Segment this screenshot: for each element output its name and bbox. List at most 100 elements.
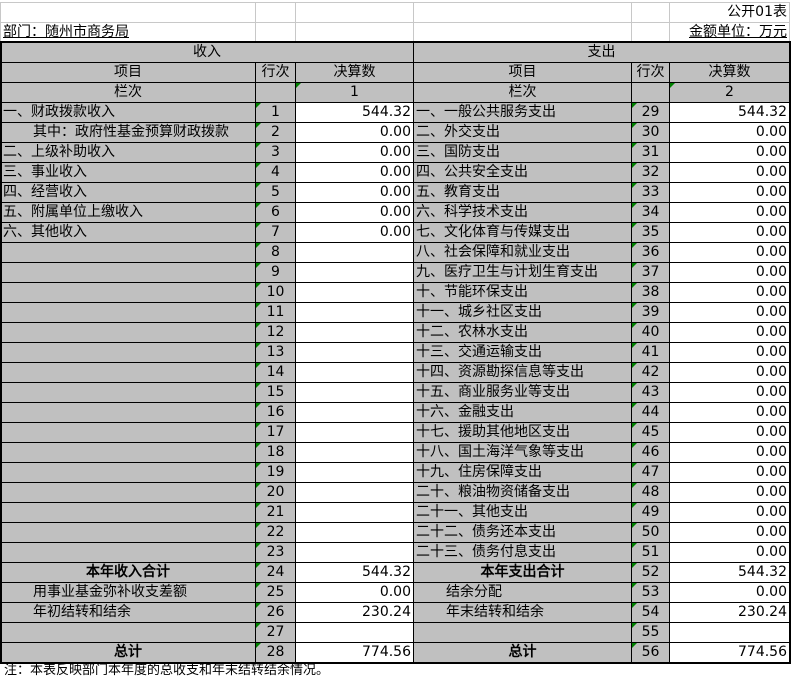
expense-item[interactable]: 年末结转和结余 xyxy=(413,602,632,623)
expense-item[interactable]: 十、节能环保支出 xyxy=(413,282,632,303)
income-item[interactable] xyxy=(0,342,256,363)
income-item[interactable] xyxy=(0,502,256,523)
income-item[interactable]: 六、其他收入 xyxy=(0,222,256,243)
income-amount[interactable] xyxy=(295,422,414,443)
income-item[interactable]: 五、附属单位上缴收入 xyxy=(0,202,256,223)
expense-amount[interactable]: 774.56 xyxy=(669,642,790,663)
income-item[interactable]: 一、财政拨款收入 xyxy=(0,102,256,123)
income-amount[interactable]: 230.24 xyxy=(295,602,414,623)
expense-item[interactable]: 五、教育支出 xyxy=(413,182,632,203)
expense-amount[interactable]: 0.00 xyxy=(669,262,790,283)
income-line-number[interactable]: 26 xyxy=(255,602,296,623)
income-line-number[interactable]: 10 xyxy=(255,282,296,303)
expense-item[interactable]: 十四、资源勘探信息等支出 xyxy=(413,362,632,383)
income-item-header[interactable]: 项目 xyxy=(0,62,256,83)
expense-line-number[interactable]: 56 xyxy=(631,642,670,663)
income-line-header[interactable]: 行次 xyxy=(255,62,296,83)
income-amount[interactable] xyxy=(295,382,414,403)
income-amount[interactable] xyxy=(295,442,414,463)
expense-line-number[interactable]: 34 xyxy=(631,202,670,223)
income-amount[interactable]: 0.00 xyxy=(295,582,414,603)
expense-amount[interactable]: 0.00 xyxy=(669,222,790,243)
expense-item[interactable]: 十二、农林水支出 xyxy=(413,322,632,343)
income-item[interactable] xyxy=(0,402,256,423)
expense-amount[interactable]: 0.00 xyxy=(669,402,790,423)
income-amount[interactable]: 544.32 xyxy=(295,562,414,583)
income-amount[interactable] xyxy=(295,242,414,263)
expense-item[interactable]: 十一、城乡社区支出 xyxy=(413,302,632,323)
cell[interactable] xyxy=(631,2,670,23)
income-item[interactable]: 用事业基金弥补收支差额 xyxy=(0,582,256,603)
income-item[interactable] xyxy=(0,542,256,563)
expense-item[interactable]: 二、外交支出 xyxy=(413,122,632,143)
expense-amount[interactable]: 0.00 xyxy=(669,542,790,563)
expense-line-number[interactable]: 46 xyxy=(631,442,670,463)
income-amount[interactable] xyxy=(295,482,414,503)
income-line-number[interactable]: 17 xyxy=(255,422,296,443)
income-line-number[interactable]: 11 xyxy=(255,302,296,323)
income-amount[interactable]: 0.00 xyxy=(295,142,414,163)
income-line-number[interactable]: 28 xyxy=(255,642,296,663)
expense-item[interactable]: 十七、援助其他地区支出 xyxy=(413,422,632,443)
income-amount[interactable]: 0.00 xyxy=(295,162,414,183)
expense-amount[interactable]: 0.00 xyxy=(669,322,790,343)
expense-line-number[interactable]: 39 xyxy=(631,302,670,323)
income-item[interactable] xyxy=(0,442,256,463)
expense-line-number[interactable]: 55 xyxy=(631,622,670,643)
expense-amount[interactable]: 0.00 xyxy=(669,382,790,403)
expense-amount[interactable]: 0.00 xyxy=(669,242,790,263)
income-item[interactable]: 三、事业收入 xyxy=(0,162,256,183)
income-line-number[interactable]: 23 xyxy=(255,542,296,563)
income-amount[interactable] xyxy=(295,542,414,563)
expense-item[interactable]: 十三、交通运输支出 xyxy=(413,342,632,363)
expense-item[interactable]: 三、国防支出 xyxy=(413,142,632,163)
expense-section-header[interactable]: 支出 xyxy=(413,42,790,63)
expense-amount[interactable]: 0.00 xyxy=(669,582,790,603)
expense-amount[interactable] xyxy=(669,622,790,643)
expense-line-number[interactable]: 36 xyxy=(631,242,670,263)
expense-item[interactable]: 二十三、债务付息支出 xyxy=(413,542,632,563)
income-line-number[interactable]: 22 xyxy=(255,522,296,543)
department[interactable]: 部门：随州市商务局 xyxy=(0,22,256,43)
expense-line-number[interactable]: 45 xyxy=(631,422,670,443)
income-amount[interactable]: 544.32 xyxy=(295,102,414,123)
expense-line-number[interactable]: 40 xyxy=(631,322,670,343)
income-item[interactable] xyxy=(0,422,256,443)
expense-line-number[interactable]: 37 xyxy=(631,262,670,283)
income-item[interactable]: 总计 xyxy=(0,642,256,663)
income-item[interactable] xyxy=(0,322,256,343)
expense-line-number[interactable]: 54 xyxy=(631,602,670,623)
cell[interactable] xyxy=(631,22,670,43)
expense-line-number[interactable]: 30 xyxy=(631,122,670,143)
expense-line-number[interactable]: 49 xyxy=(631,502,670,523)
expense-item[interactable]: 十九、住房保障支出 xyxy=(413,462,632,483)
expense-item[interactable]: 二十一、其他支出 xyxy=(413,502,632,523)
income-item[interactable]: 二、上级补助收入 xyxy=(0,142,256,163)
income-item[interactable]: 四、经营收入 xyxy=(0,182,256,203)
income-item[interactable] xyxy=(0,282,256,303)
income-line-number[interactable]: 15 xyxy=(255,382,296,403)
income-line-number[interactable]: 4 xyxy=(255,162,296,183)
expense-amount[interactable]: 544.32 xyxy=(669,102,790,123)
expense-amount[interactable]: 0.00 xyxy=(669,142,790,163)
income-amount[interactable] xyxy=(295,322,414,343)
expense-amount[interactable]: 0.00 xyxy=(669,182,790,203)
expense-line-number[interactable]: 53 xyxy=(631,582,670,603)
expense-amount[interactable]: 0.00 xyxy=(669,482,790,503)
income-item[interactable]: 本年收入合计 xyxy=(0,562,256,583)
expense-amount[interactable]: 0.00 xyxy=(669,302,790,323)
income-line-number[interactable]: 21 xyxy=(255,502,296,523)
income-amount-header[interactable]: 决算数 xyxy=(295,62,414,83)
expense-amount[interactable]: 0.00 xyxy=(669,502,790,523)
expense-amount[interactable]: 0.00 xyxy=(669,162,790,183)
expense-amount[interactable]: 0.00 xyxy=(669,282,790,303)
expense-amount[interactable]: 0.00 xyxy=(669,442,790,463)
income-line-number[interactable]: 25 xyxy=(255,582,296,603)
income-line-number[interactable]: 24 xyxy=(255,562,296,583)
expense-line-number[interactable]: 47 xyxy=(631,462,670,483)
cell[interactable] xyxy=(295,22,414,43)
income-amount[interactable] xyxy=(295,502,414,523)
expense-item[interactable]: 四、公共安全支出 xyxy=(413,162,632,183)
income-line-number[interactable]: 14 xyxy=(255,362,296,383)
cell[interactable] xyxy=(413,22,632,43)
